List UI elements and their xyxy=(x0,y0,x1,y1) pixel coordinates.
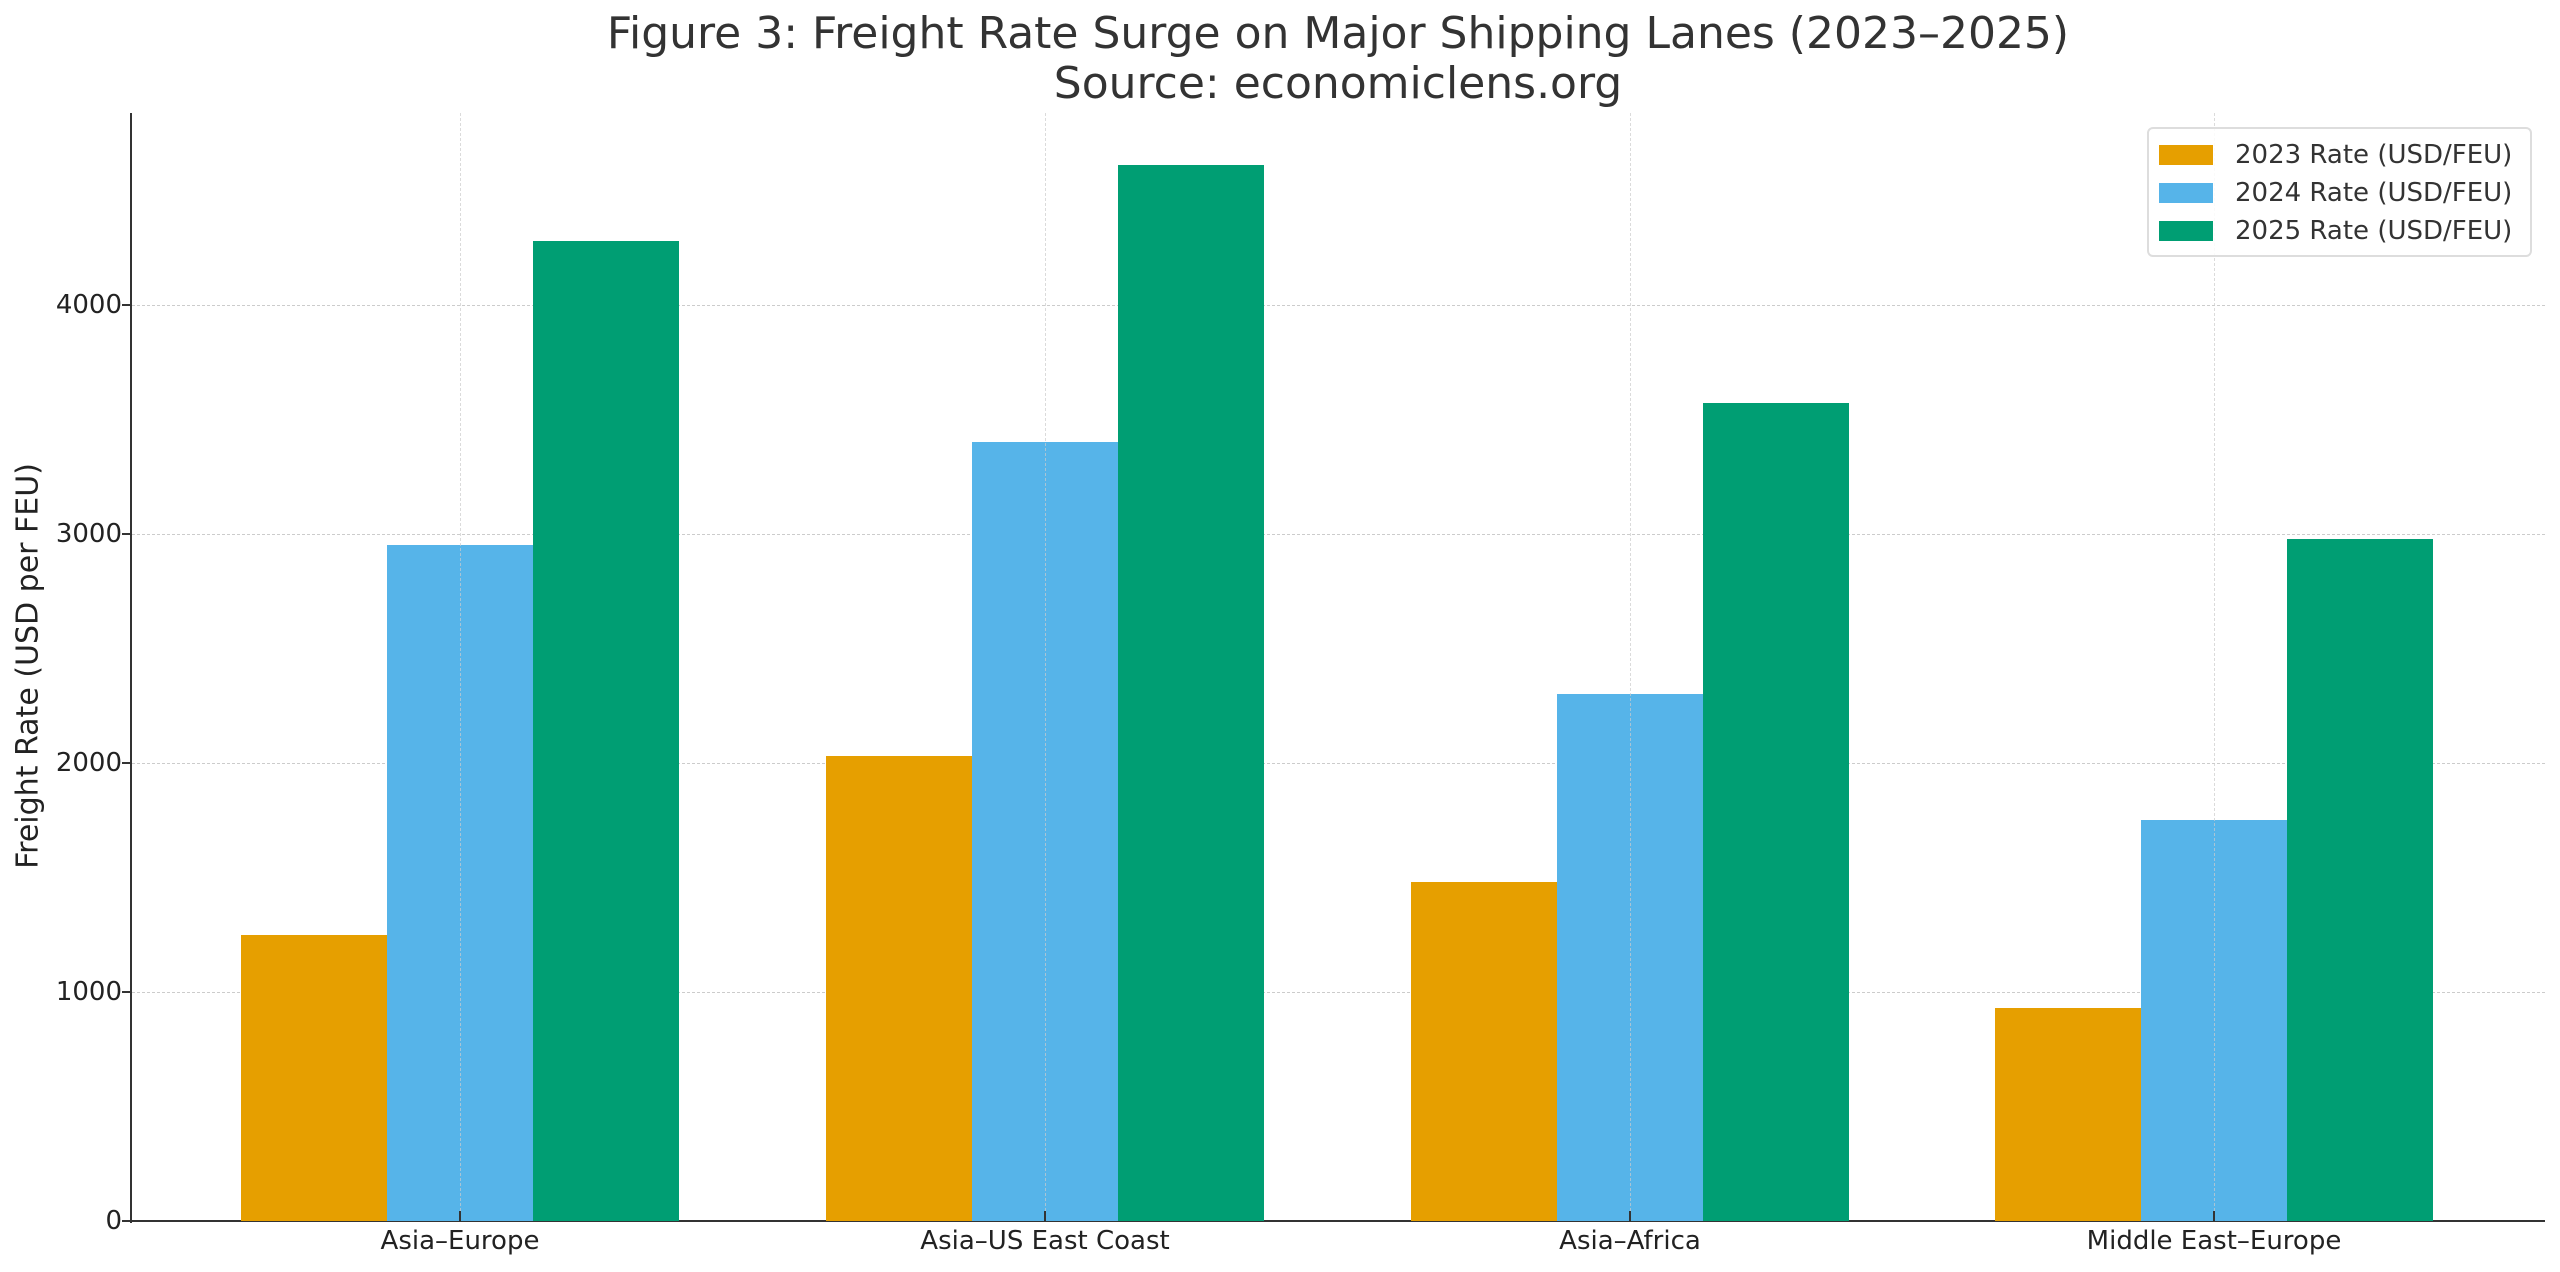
legend-swatch-2023 xyxy=(2159,145,2213,165)
x-tick-mark xyxy=(1629,1211,1631,1221)
x-tick-label: Middle East–Europe xyxy=(2086,1226,2342,1256)
bar xyxy=(2287,538,2433,1221)
x-tick-label: Asia–Europe xyxy=(380,1226,540,1256)
legend-swatch-2025 xyxy=(2159,221,2213,241)
y-tick-mark xyxy=(122,533,130,535)
y-tick-label: 1000 xyxy=(55,977,122,1007)
gridline-vertical xyxy=(460,113,461,1221)
chart-title: Figure 3: Freight Rate Surge on Major Sh… xyxy=(606,8,2070,59)
y-axis-label: Freight Rate (USD per FEU) xyxy=(10,463,46,869)
y-tick-label: 0 xyxy=(105,1206,122,1236)
legend-label: 2025 Rate (USD/FEU) xyxy=(2235,216,2513,246)
y-axis-line xyxy=(130,113,132,1223)
x-tick-label: Asia–US East Coast xyxy=(920,1226,1170,1256)
y-tick-mark xyxy=(122,991,130,993)
x-tick-mark xyxy=(2213,1211,2215,1221)
y-tick-mark xyxy=(122,762,130,764)
legend-item-2024: 2024 Rate (USD/FEU) xyxy=(2159,175,2512,211)
bar xyxy=(826,756,972,1221)
x-tick-label: Asia–Africa xyxy=(1559,1226,1701,1256)
bar xyxy=(1411,882,1557,1221)
legend-item-2025: 2025 Rate (USD/FEU) xyxy=(2159,213,2512,249)
chart-subtitle: Source: economiclens.org xyxy=(1053,58,1623,109)
y-tick-mark xyxy=(122,304,130,306)
legend-swatch-2024 xyxy=(2159,183,2213,203)
gridline-horizontal xyxy=(132,305,2545,306)
bar xyxy=(1703,403,1849,1221)
gridline-vertical xyxy=(2214,113,2215,1221)
legend-label: 2024 Rate (USD/FEU) xyxy=(2235,178,2513,208)
gridline-horizontal xyxy=(132,534,2545,535)
legend-item-2023: 2023 Rate (USD/FEU) xyxy=(2159,137,2512,173)
x-axis-line xyxy=(130,1220,2545,1222)
legend-label: 2023 Rate (USD/FEU) xyxy=(2235,140,2513,170)
bar xyxy=(1118,165,1264,1221)
bar xyxy=(1995,1008,2141,1221)
bar xyxy=(533,240,679,1221)
bar xyxy=(241,934,387,1221)
legend: 2023 Rate (USD/FEU) 2024 Rate (USD/FEU) … xyxy=(2147,127,2532,257)
y-tick-label: 2000 xyxy=(55,748,122,778)
gridline-horizontal xyxy=(132,992,2545,993)
y-tick-label: 3000 xyxy=(55,519,122,549)
gridline-horizontal xyxy=(132,763,2545,764)
y-tick-mark xyxy=(122,1220,130,1222)
gridline-vertical xyxy=(1630,113,1631,1221)
gridline-vertical xyxy=(1045,113,1046,1221)
y-tick-label: 4000 xyxy=(55,290,122,320)
x-tick-mark xyxy=(1044,1211,1046,1221)
x-tick-mark xyxy=(459,1211,461,1221)
